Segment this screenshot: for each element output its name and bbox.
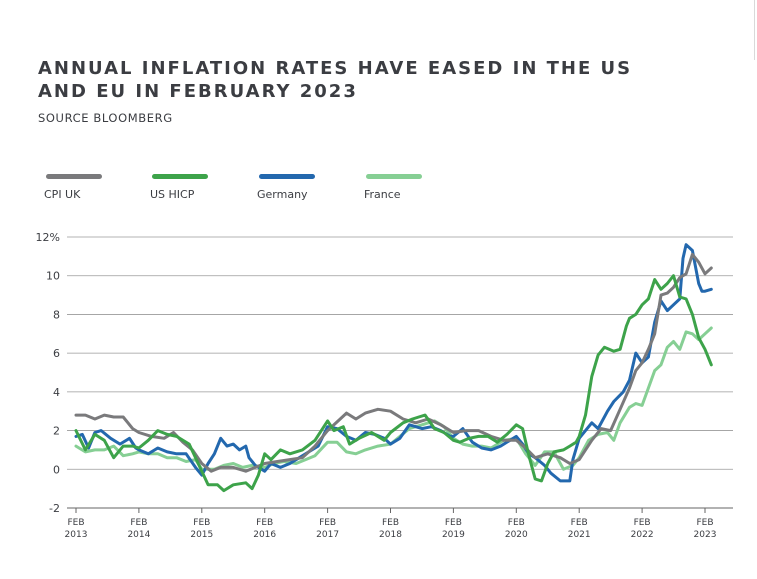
legend-swatch-us-hicp [152, 174, 208, 179]
x-tick-label: FEB [256, 518, 273, 528]
legend-swatch-france [366, 174, 422, 179]
y-tick-label: 2 [53, 425, 60, 438]
y-tick-label: 4 [53, 386, 60, 399]
x-tick-label: FEB [67, 518, 84, 528]
x-tick-year-label: 2013 [65, 530, 88, 540]
y-tick-label: 8 [53, 308, 60, 321]
x-tick-label: FEB [193, 518, 210, 528]
legend-swatch-germany [259, 174, 315, 179]
legend-label-germany: Germany [257, 188, 308, 201]
y-tick-label: 6 [53, 347, 60, 360]
series-line-us-hicp [74, 274, 713, 493]
legend-label-france: France [364, 188, 401, 201]
series-line-cpi-uk [74, 252, 713, 473]
x-tick-year-label: 2015 [190, 530, 213, 540]
x-tick-label: FEB [508, 518, 525, 528]
x-tick-year-label: 2020 [505, 530, 528, 540]
chart-subtitle: SOURCE BLOOMBERG [38, 111, 173, 125]
x-tick-year-label: 2021 [568, 530, 591, 540]
x-tick-year-label: 2016 [253, 530, 276, 540]
page-edge-divider [754, 0, 755, 60]
x-tick-label: FEB [382, 518, 399, 528]
y-tick-label: 12% [36, 231, 60, 244]
x-tick-label: FEB [445, 518, 462, 528]
x-tick-year-label: 2014 [127, 530, 150, 540]
legend-item-us-hicp: US HICP [150, 174, 240, 201]
y-tick-label: -2 [49, 502, 60, 515]
x-tick-label: FEB [571, 518, 588, 528]
chart-title: ANNUAL INFLATION RATES HAVE EASED IN THE… [38, 58, 633, 102]
x-tick-year-label: 2023 [694, 530, 717, 540]
legend-label-cpi-uk: CPI UK [44, 188, 81, 201]
legend-swatch-cpi-uk [46, 174, 102, 179]
y-tick-label: 10 [46, 270, 60, 283]
x-tick-year-label: 2022 [631, 530, 654, 540]
x-tick-label: FEB [696, 518, 713, 528]
series-line-germany [74, 243, 713, 483]
x-tick-year-label: 2017 [316, 530, 339, 540]
x-tick-label: FEB [130, 518, 147, 528]
legend-item-france: France [364, 174, 454, 201]
legend-item-cpi-uk: CPI UK [44, 174, 134, 201]
y-tick-label: 0 [53, 463, 60, 476]
x-tick-year-label: 2019 [442, 530, 465, 540]
legend-label-us-hicp: US HICP [150, 188, 195, 201]
x-tick-label: FEB [319, 518, 336, 528]
legend-item-germany: Germany [257, 174, 347, 201]
x-tick-year-label: 2018 [379, 530, 402, 540]
series-line-france [74, 326, 713, 471]
x-tick-label: FEB [634, 518, 651, 528]
